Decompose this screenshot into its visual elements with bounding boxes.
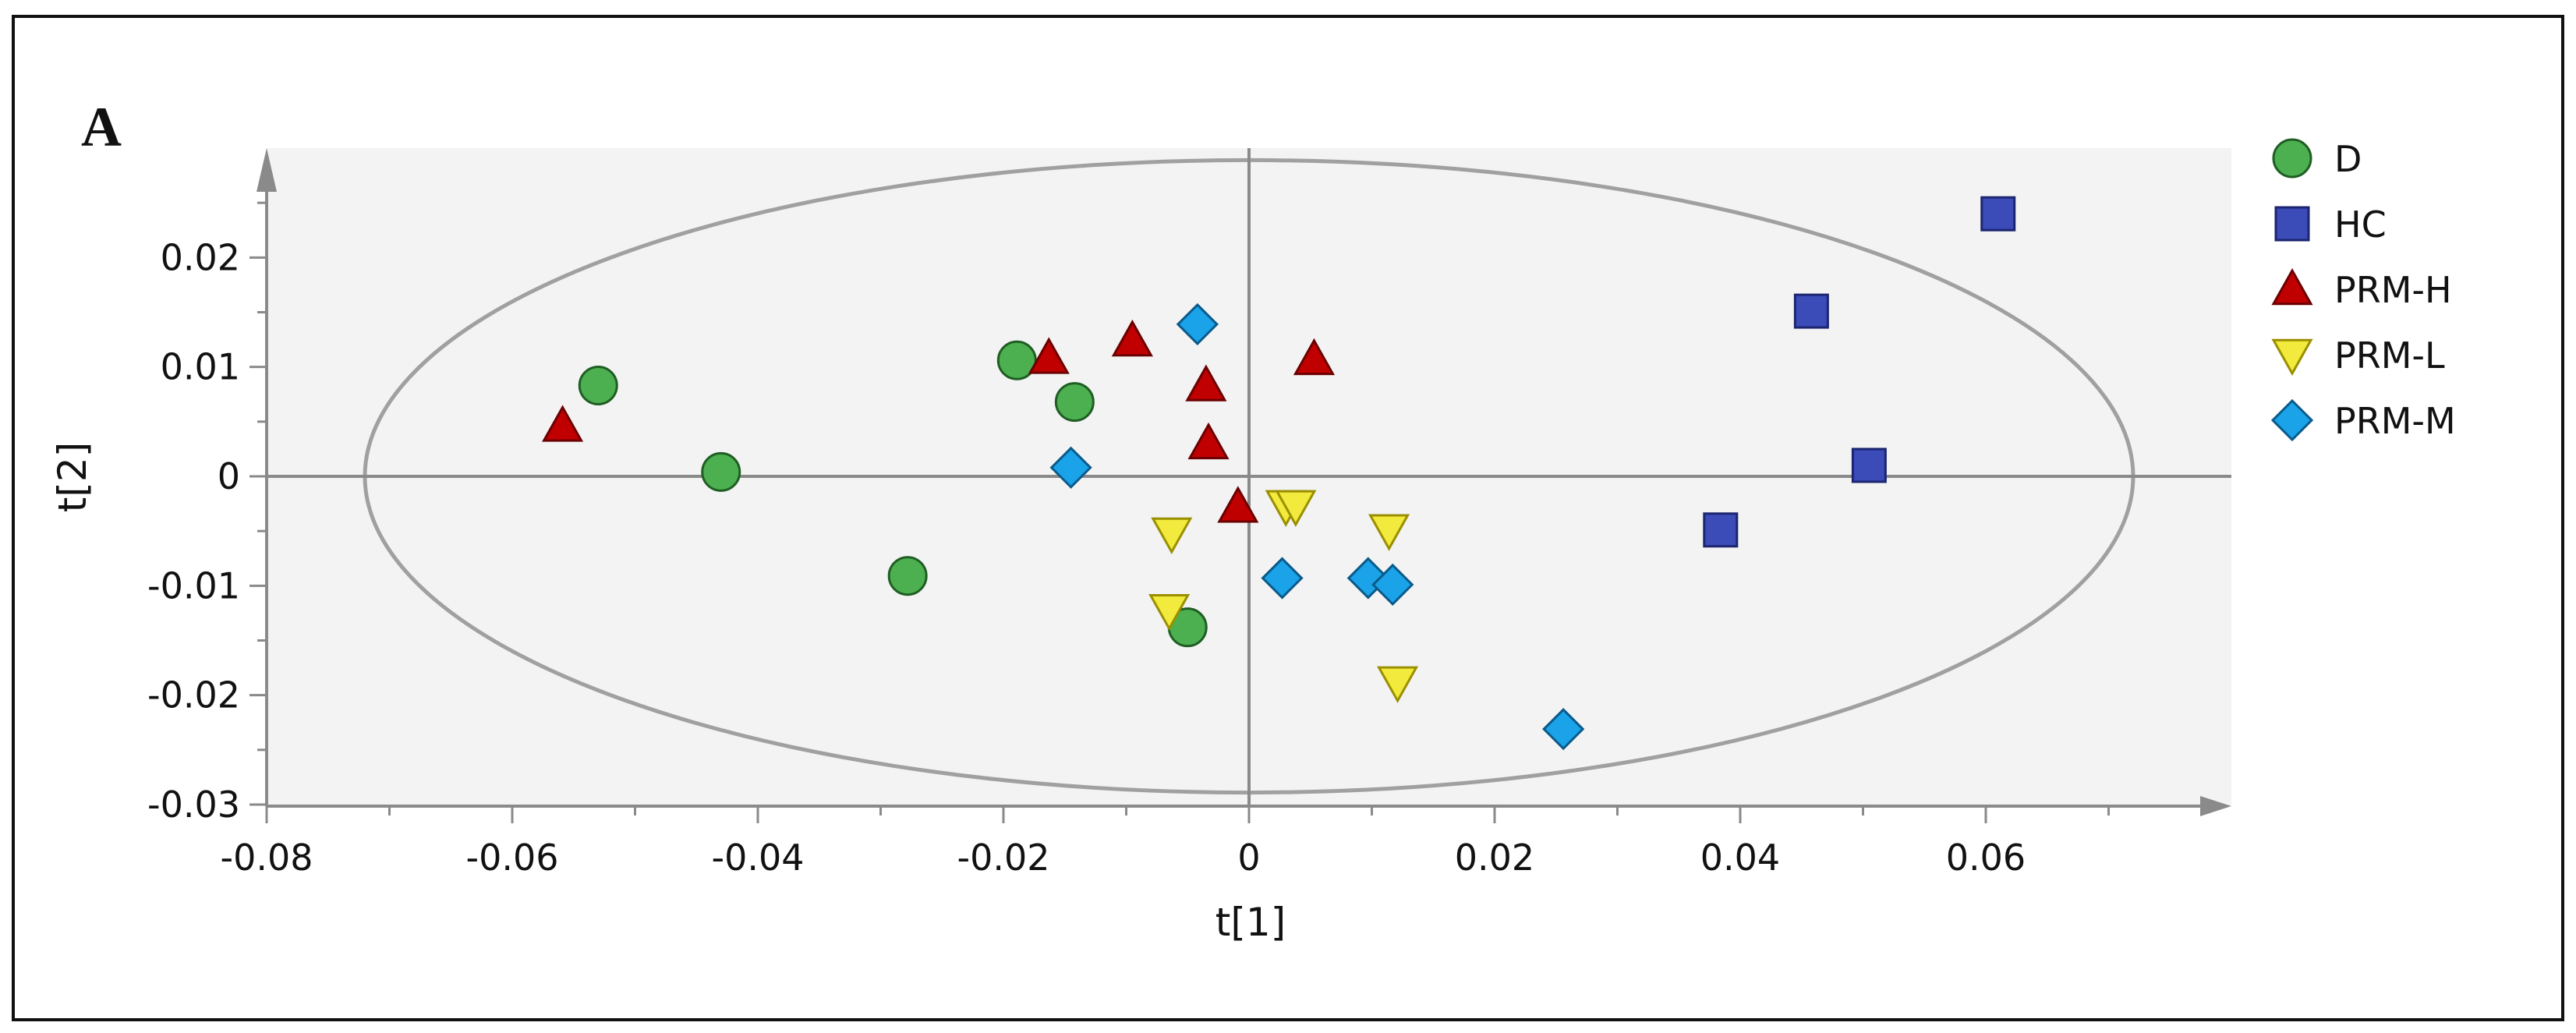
legend-label: D	[2334, 138, 2362, 180]
data-point-d	[996, 340, 1037, 380]
data-point-hc	[1703, 512, 1739, 548]
data-point-prm-l	[1377, 666, 1419, 703]
data-point-prm-h	[1028, 337, 1070, 374]
x-tick-label: 0.06	[1946, 837, 2026, 879]
legend-label: PRM-L	[2334, 334, 2445, 377]
legend-label: PRM-M	[2334, 400, 2456, 442]
y-tick-label: -0.03	[147, 784, 240, 826]
data-point-prm-h	[1185, 364, 1227, 402]
data-point-prm-m	[1049, 446, 1092, 489]
legend-marker-prm-h	[2271, 267, 2313, 306]
data-point-prm-h	[1111, 319, 1153, 357]
data-point-prm-m	[1542, 708, 1585, 751]
x-axis: -0.08 -0.06 -0.04 -0.02 0 0.02 0.04 0.06	[220, 796, 2231, 879]
legend-item-hc: HC	[2274, 203, 2387, 246]
legend-marker-prm-m	[2270, 398, 2314, 442]
x-tick-label: -0.06	[465, 837, 558, 879]
legend-item-prm-h: PRM-H	[2271, 267, 2452, 311]
series-d	[578, 340, 1208, 648]
data-point-prm-l	[1151, 517, 1193, 555]
data-point-prm-h	[1217, 486, 1259, 523]
data-point-prm-h	[1187, 422, 1230, 460]
series-prm-m	[1049, 302, 1585, 751]
y-tick-label: -0.02	[147, 674, 240, 716]
data-point-d	[1054, 382, 1095, 423]
data-points	[542, 196, 2016, 751]
series-prm-h	[542, 319, 1336, 523]
y-tick-label: 0.02	[161, 236, 240, 278]
data-point-prm-l	[1148, 593, 1191, 631]
y-tick-label: -0.01	[147, 564, 240, 607]
legend-marker-d	[2272, 138, 2312, 179]
series-prm-l	[1148, 490, 1419, 703]
y-tick-label: 0	[218, 455, 240, 497]
data-point-d	[701, 451, 741, 492]
x-tick-label: -0.04	[711, 837, 804, 879]
data-point-d	[578, 366, 618, 406]
legend-label: PRM-H	[2334, 269, 2452, 311]
data-point-prm-l	[1275, 490, 1317, 527]
data-point-d	[887, 556, 928, 596]
legend: D HC PRM-H PRM-L PRM-M	[2270, 138, 2456, 442]
legend-item-prm-m: PRM-M	[2270, 398, 2456, 442]
x-tick-label: -0.02	[957, 837, 1049, 879]
y-axis-label: t[2]	[50, 442, 95, 512]
legend-marker-hc	[2274, 206, 2310, 242]
data-point-prm-h	[542, 405, 584, 442]
x-tick-label: 0	[1237, 837, 1260, 879]
legend-marker-prm-l	[2271, 338, 2313, 377]
data-point-prm-m	[1371, 563, 1414, 607]
data-point-prm-m	[1176, 302, 1219, 346]
panel-label: A	[81, 96, 122, 158]
legend-item-prm-l: PRM-L	[2271, 334, 2445, 377]
x-tick-label: -0.08	[220, 837, 313, 879]
series-hc	[1703, 196, 2016, 548]
x-axis-arrow	[2200, 796, 2231, 816]
data-point-prm-m	[1261, 557, 1304, 600]
y-axis-arrow	[257, 148, 277, 192]
data-point-prm-h	[1293, 338, 1336, 376]
x-axis-label: t[1]	[1215, 900, 1286, 945]
data-point-prm-l	[1368, 514, 1410, 551]
data-point-hc	[1980, 196, 2016, 232]
legend-label: HC	[2334, 203, 2387, 246]
legend-item-d: D	[2272, 138, 2362, 180]
data-point-hc	[1793, 293, 1829, 329]
data-point-hc	[1851, 448, 1887, 483]
x-tick-label: 0.04	[1700, 837, 1780, 879]
y-axis: -0.03 -0.02 -0.01 0 0.01 0.02	[147, 148, 277, 826]
y-tick-label: 0.01	[161, 346, 240, 388]
x-tick-label: 0.02	[1455, 837, 1534, 879]
